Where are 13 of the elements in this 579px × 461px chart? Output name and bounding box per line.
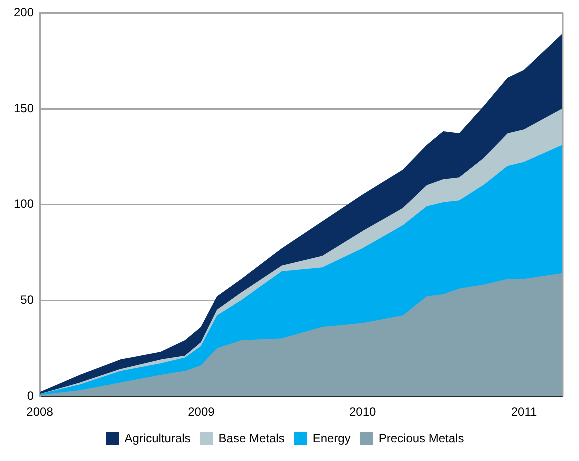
x-tick-label: 2010: [349, 405, 377, 420]
legend-label: Agriculturals: [124, 431, 191, 446]
x-tick-label: 2008: [26, 405, 54, 420]
y-tick-label: 200: [14, 6, 34, 20]
legend-label: Energy: [312, 431, 351, 446]
x-tick-label: 2009: [188, 405, 216, 420]
x-tick-label: 2011: [511, 405, 538, 420]
y-tick-label: 50: [20, 293, 34, 308]
legend-label: Base Metals: [218, 431, 285, 446]
y-tick-label: 150: [14, 101, 34, 116]
y-tick-label: 0: [27, 388, 34, 403]
legend-label: Precious Metals: [378, 431, 464, 446]
y-tick-label: 100: [14, 197, 34, 212]
